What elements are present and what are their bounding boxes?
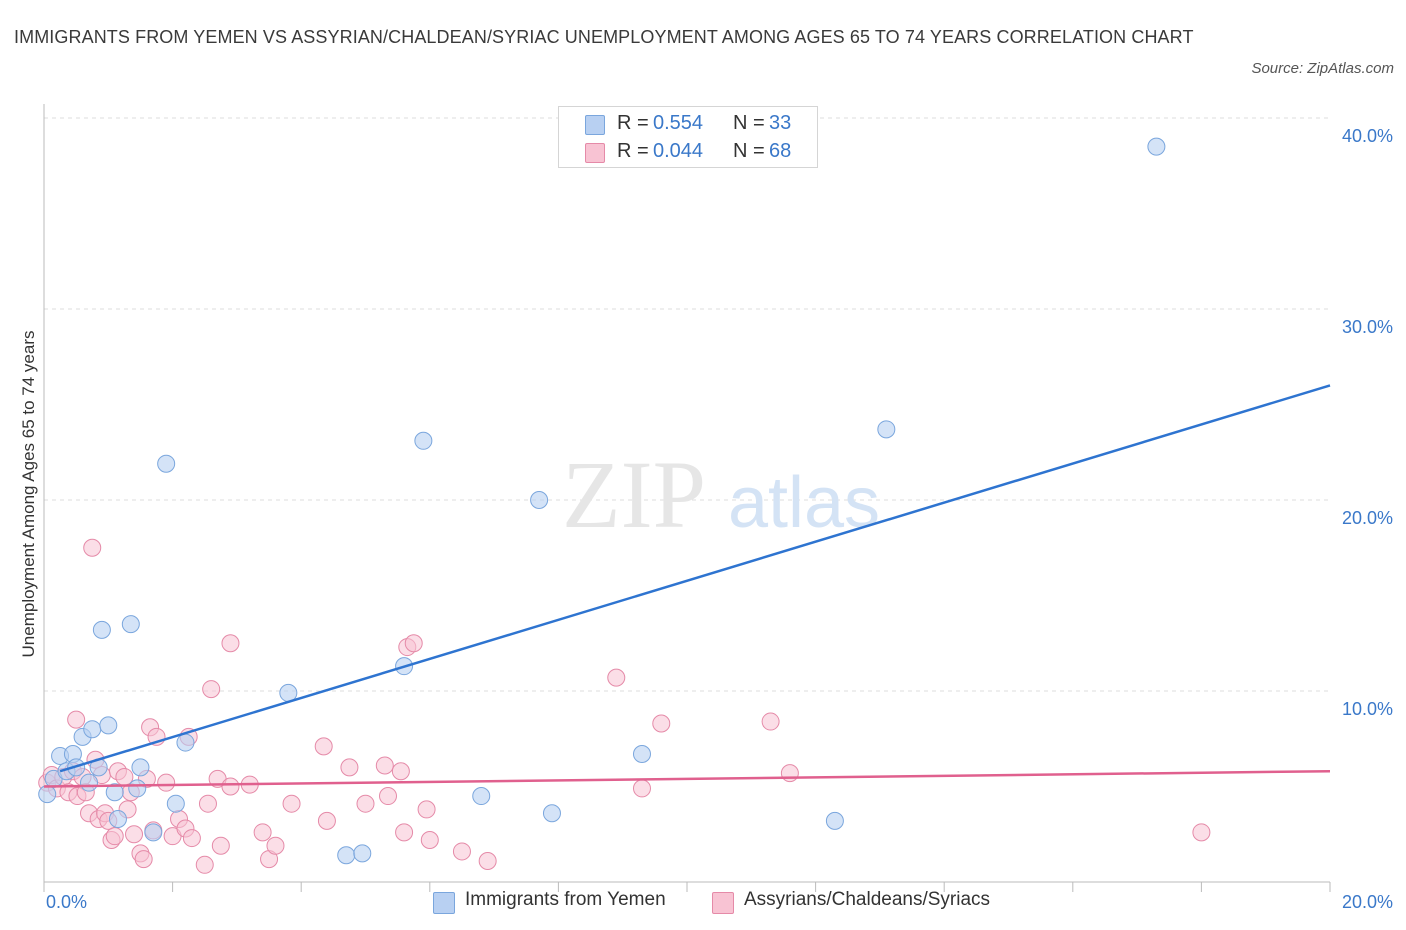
- x-tick-label: 0.0%: [46, 892, 87, 912]
- data-point-assyrians: [314, 737, 333, 756]
- data-point-yemen: [121, 615, 140, 634]
- data-point-assyrians: [202, 680, 221, 699]
- series-yemen-points: [38, 137, 1166, 865]
- data-point-assyrians: [404, 634, 423, 653]
- data-point-yemen: [530, 491, 549, 509]
- watermark-zip: ZIP: [562, 441, 706, 548]
- legend-row-yemen: R = 0.554 N = 33: [559, 110, 817, 138]
- data-point-yemen: [131, 758, 150, 777]
- data-point-assyrians: [420, 830, 439, 849]
- correlation-legend: R = 0.554 N = 33 R = 0.044 N = 68: [558, 106, 818, 168]
- data-point-assyrians: [317, 811, 336, 830]
- data-point-assyrians: [83, 538, 102, 557]
- legend-r-value: 0.044: [653, 140, 704, 162]
- data-point-assyrians: [211, 836, 230, 855]
- data-point-assyrians: [375, 756, 394, 775]
- data-point-yemen: [92, 620, 111, 639]
- data-point-yemen: [176, 733, 195, 752]
- trend-line-yemen: [59, 384, 1331, 773]
- data-point-yemen: [414, 431, 433, 450]
- legend-n-value: 68: [769, 140, 792, 162]
- data-point-assyrians: [198, 794, 217, 813]
- gridlines: [44, 117, 1330, 692]
- data-point-assyrians: [125, 825, 144, 844]
- data-point-assyrians: [632, 779, 651, 798]
- data-point-assyrians: [105, 827, 124, 846]
- chart-title: IMMIGRANTS FROM YEMEN VS ASSYRIAN/CHALDE…: [14, 27, 1194, 47]
- data-point-assyrians: [478, 851, 497, 870]
- legend-row-assyrians: R = 0.044 N = 68: [559, 138, 817, 166]
- data-point-yemen: [108, 809, 127, 828]
- data-point-yemen: [877, 420, 896, 439]
- series-legend: Immigrants from Yemen Assyrians/Chaldean…: [0, 888, 1406, 916]
- watermark: ZIP atlas: [562, 441, 880, 548]
- data-point-yemen: [105, 783, 124, 802]
- source-label: Source: ZipAtlas.com: [1251, 60, 1394, 77]
- data-point-yemen: [472, 787, 491, 806]
- series-assyrians-points: [38, 538, 1211, 874]
- y-axis-label: Unemployment Among Ages 65 to 74 years: [19, 331, 38, 658]
- data-point-assyrians: [282, 794, 301, 813]
- legend-n-label: N =: [733, 112, 765, 134]
- data-point-yemen: [144, 823, 163, 842]
- data-point-yemen: [825, 811, 844, 830]
- data-point-assyrians: [356, 794, 375, 813]
- y-tick-label: 40.0%: [1342, 126, 1393, 146]
- legend-r-label: R =: [617, 112, 649, 134]
- legend-r-label: R =: [617, 140, 649, 162]
- data-point-yemen: [337, 846, 356, 865]
- legend-swatch-pink: [585, 143, 605, 163]
- data-point-assyrians: [391, 762, 410, 781]
- data-point-assyrians: [1192, 823, 1211, 842]
- data-point-assyrians: [134, 850, 153, 869]
- data-point-yemen: [157, 454, 176, 473]
- data-point-yemen: [38, 785, 57, 804]
- data-point-yemen: [99, 716, 118, 735]
- data-point-assyrians: [195, 855, 214, 874]
- data-point-assyrians: [780, 764, 799, 783]
- y-tick-label: 10.0%: [1342, 699, 1393, 719]
- y-tick-label: 20.0%: [1342, 508, 1393, 528]
- trend-lines: [43, 384, 1331, 788]
- data-point-yemen: [166, 794, 185, 813]
- data-point-assyrians: [417, 800, 436, 819]
- tick-labels: 10.0% 20.0% 30.0% 40.0% 0.0% 20.0%: [46, 126, 1393, 912]
- axes: [43, 104, 1331, 892]
- trend-line-assyrians: [43, 769, 1331, 788]
- y-tick-label: 30.0%: [1342, 317, 1393, 337]
- legend-n-value: 33: [769, 112, 792, 134]
- data-point-assyrians: [221, 634, 240, 653]
- data-point-assyrians: [253, 823, 272, 842]
- watermark-atlas: atlas: [728, 463, 880, 543]
- legend-label-assyrians: Assyrians/Chaldeans/Syriacs: [744, 889, 991, 910]
- data-point-assyrians: [395, 823, 414, 842]
- legend-label-yemen: Immigrants from Yemen: [465, 889, 666, 910]
- data-point-assyrians: [340, 758, 359, 777]
- data-point-yemen: [83, 720, 102, 739]
- data-point-assyrians: [652, 714, 671, 733]
- data-point-yemen: [128, 779, 147, 798]
- data-point-assyrians: [157, 773, 176, 792]
- data-point-assyrians: [266, 836, 285, 855]
- data-point-assyrians: [761, 712, 780, 731]
- legend-r-value: 0.554: [653, 112, 704, 134]
- data-point-assyrians: [221, 777, 240, 796]
- data-point-yemen: [542, 804, 561, 823]
- data-point-assyrians: [607, 668, 626, 687]
- data-point-yemen: [80, 773, 99, 792]
- data-point-assyrians: [452, 842, 471, 861]
- x-tick-label: 20.0%: [1342, 892, 1393, 912]
- legend-n-label: N =: [733, 140, 765, 162]
- legend-swatch-blue: [585, 115, 605, 135]
- data-point-assyrians: [67, 710, 86, 729]
- data-point-assyrians: [182, 829, 201, 848]
- data-point-yemen: [632, 745, 651, 764]
- legend-swatch-blue: [433, 892, 455, 914]
- data-point-yemen: [1147, 137, 1166, 156]
- data-point-assyrians: [379, 787, 398, 806]
- data-point-yemen: [353, 844, 372, 863]
- legend-swatch-pink: [712, 892, 734, 914]
